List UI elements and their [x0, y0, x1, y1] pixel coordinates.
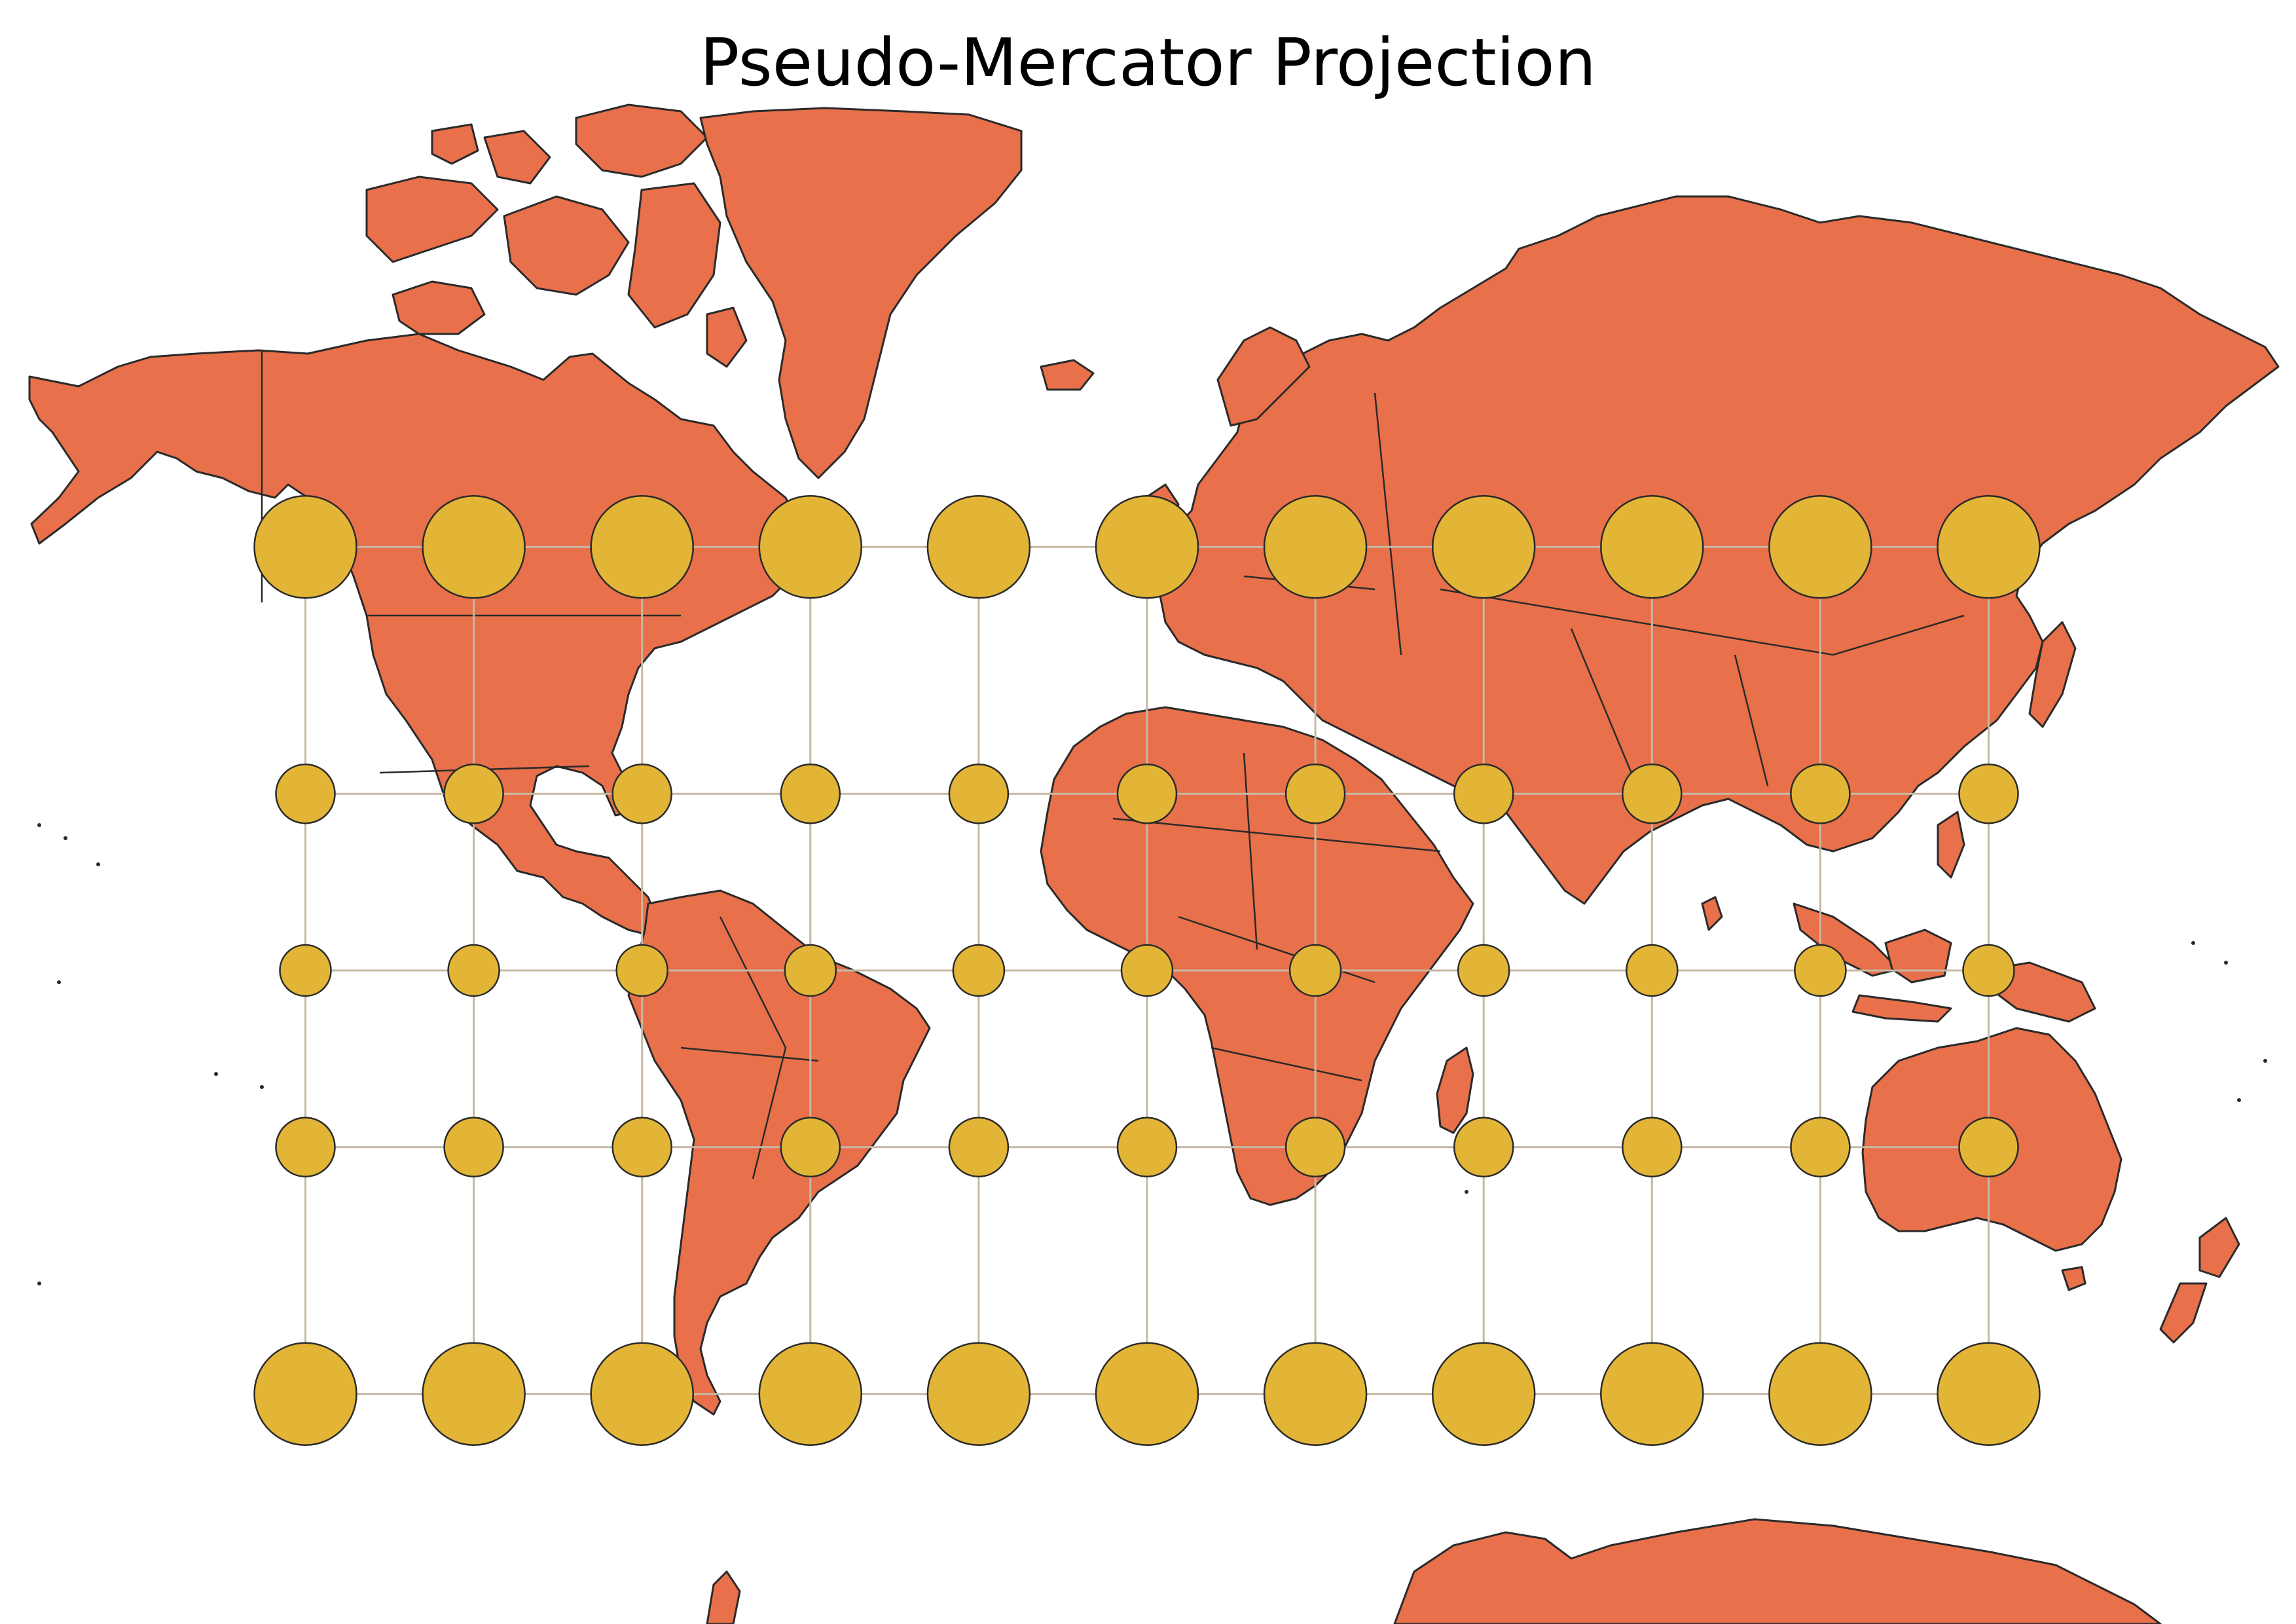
indicatrix-circle — [443, 763, 504, 824]
indicatrix-circle — [1790, 763, 1851, 824]
indicatrix-circle — [1263, 494, 1368, 599]
indicatrix-circle — [1288, 944, 1342, 997]
indicatrix-circle — [275, 1116, 336, 1178]
indicatrix-circle — [611, 763, 672, 824]
land-north-america — [28, 333, 807, 938]
indicatrix-circle — [279, 944, 332, 997]
country-borders — [261, 350, 1965, 1179]
small-islands — [37, 823, 2267, 1285]
indicatrix-circle — [443, 1116, 504, 1178]
land-south-america — [627, 889, 931, 1416]
indicatrix-circle — [1962, 944, 2015, 997]
land-antarctica — [1393, 1518, 2162, 1624]
indicatrix-circle — [780, 763, 841, 824]
indicatrix-circle — [615, 944, 668, 997]
indicatrix-circle — [758, 494, 863, 599]
indicatrix-circle — [1622, 763, 1683, 824]
indicatrix-circle — [780, 1116, 841, 1178]
indicatrix-circle — [1794, 944, 1847, 997]
land-africa — [1040, 706, 1474, 1206]
land-arctic-islands — [365, 175, 499, 263]
indicatrix-circle — [1453, 1116, 1514, 1178]
indicatrix-circle — [1095, 494, 1199, 599]
indicatrix-circle — [1431, 1342, 1536, 1447]
indicatrix-circle — [1095, 1342, 1199, 1447]
indicatrix-circle — [1937, 1342, 2041, 1447]
indicatrix-circle — [926, 1342, 1031, 1447]
indicatrix-circle — [1790, 1116, 1851, 1178]
indicatrix-circle — [447, 944, 500, 997]
indicatrix-circle — [253, 494, 357, 599]
indicatrix-circle — [1431, 494, 1536, 599]
indicatrix-circle — [1457, 944, 1510, 997]
indicatrix-circle — [1622, 1116, 1683, 1178]
indicatrix-circle — [590, 1342, 694, 1447]
indicatrix-circle — [1116, 763, 1178, 824]
indicatrix-circle — [1285, 763, 1346, 824]
indicatrix-circle — [1600, 494, 1704, 599]
land-greenland — [699, 107, 1023, 479]
indicatrix-circle — [1600, 1342, 1704, 1447]
indicatrix-circle — [422, 1342, 526, 1447]
indicatrix-circle — [1958, 1116, 2019, 1178]
indicatrix-circle — [1116, 1116, 1178, 1178]
indicatrix-circle — [1768, 494, 1872, 599]
tissot-indicatrices — [253, 494, 2041, 1447]
indicatrix-circle — [1626, 944, 1679, 997]
indicatrix-circle — [1120, 944, 1174, 997]
map-title: Pseudo-Mercator Projection — [700, 24, 1596, 101]
indicatrix-circle — [611, 1116, 672, 1178]
indicatrix-circle — [1958, 763, 2019, 824]
indicatrix-circle — [1263, 1342, 1368, 1447]
indicatrix-circle — [926, 494, 1031, 599]
indicatrix-circle — [1285, 1116, 1346, 1178]
indicatrix-circle — [1453, 763, 1514, 824]
indicatrix-circle — [952, 944, 1006, 997]
indicatrix-circle — [1768, 1342, 1872, 1447]
indicatrix-circle — [275, 763, 336, 824]
indicatrix-circle — [784, 944, 837, 997]
indicatrix-circle — [758, 1342, 863, 1447]
indicatrix-circle — [1937, 494, 2041, 599]
indicatrix-circle — [590, 494, 694, 599]
indicatrix-circle — [422, 494, 526, 599]
indicatrix-circle — [948, 1116, 1010, 1178]
indicatrix-circle — [253, 1342, 357, 1447]
indicatrix-circle — [948, 763, 1010, 824]
land-masses — [28, 103, 2280, 1624]
